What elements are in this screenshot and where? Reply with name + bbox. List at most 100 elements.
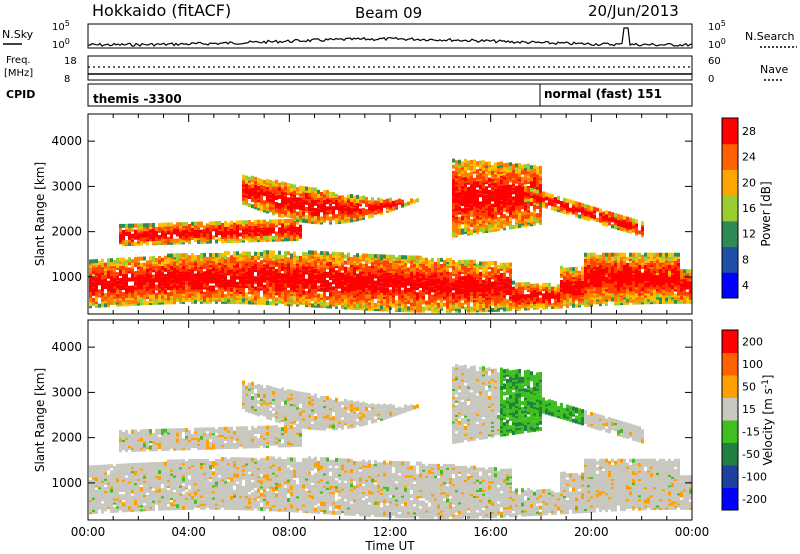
power-cell (350, 293, 353, 298)
power-cell (260, 260, 263, 265)
power-cell (443, 261, 446, 266)
power-cell (431, 298, 434, 303)
power-cell (566, 297, 569, 302)
power-cell (263, 219, 266, 224)
power-cell (308, 254, 311, 259)
power-cell (371, 264, 374, 269)
power-cell (167, 263, 170, 268)
power-cell (365, 257, 368, 262)
power-cell (299, 286, 302, 291)
power-cell (125, 267, 128, 272)
power-cell (572, 287, 575, 292)
power-cell (545, 295, 548, 300)
power-cell (356, 215, 359, 220)
power-cell (515, 185, 518, 190)
power-cell (206, 285, 209, 290)
power-cell (254, 280, 257, 285)
power-cell (419, 308, 422, 313)
power-cell (368, 270, 371, 275)
power-cell (227, 279, 230, 284)
power-cell (203, 227, 206, 232)
power-cell (146, 293, 149, 298)
power-cell (383, 303, 386, 308)
power-cell (137, 262, 140, 267)
power-cell (269, 204, 272, 209)
power-cell (209, 265, 212, 270)
power-cell (182, 291, 185, 296)
power-cell (467, 271, 470, 276)
power-cell (482, 172, 485, 177)
power-cell (293, 190, 296, 195)
power-cell (479, 189, 482, 194)
power-cell (536, 305, 539, 310)
power-cell (353, 299, 356, 304)
power-cell (245, 183, 248, 188)
power-cell (509, 266, 512, 271)
power-cell (143, 256, 146, 261)
power-cell (458, 204, 461, 209)
power-cell (491, 273, 494, 278)
power-cell (308, 207, 311, 212)
power-cell (560, 271, 563, 276)
power-cell (509, 172, 512, 177)
power-cell (521, 217, 524, 222)
power-cell (371, 203, 374, 208)
power-cell (428, 302, 431, 307)
power-cell (524, 302, 527, 307)
power-cell (230, 281, 233, 286)
power-cell (335, 296, 338, 301)
power-cell (251, 226, 254, 231)
power-cell (389, 291, 392, 296)
power-cell (530, 175, 533, 180)
power-cell (404, 273, 407, 278)
power-cell (326, 288, 329, 293)
power-cell (455, 186, 458, 191)
power-cell (251, 257, 254, 262)
power-cell (524, 166, 527, 171)
power-cell (455, 306, 458, 311)
power-cell (119, 294, 122, 299)
power-cell (506, 179, 509, 184)
power-cell (566, 267, 569, 272)
power-cell (413, 259, 416, 264)
power-cell (419, 278, 422, 283)
power-cell (173, 238, 176, 243)
power-cell (455, 223, 458, 228)
power-cell (476, 283, 479, 288)
power-cell (389, 297, 392, 302)
power-cell (497, 190, 500, 195)
power-cell (455, 278, 458, 283)
power-cell (323, 255, 326, 260)
power-cell (572, 303, 575, 308)
power-cell (488, 220, 491, 225)
power-cell (281, 203, 284, 208)
power-cell (425, 288, 428, 293)
power-cell (455, 231, 458, 236)
power-cell (227, 239, 230, 244)
power-cell (488, 285, 491, 290)
power-cell (341, 293, 344, 298)
power-cell (524, 188, 527, 193)
power-cell (452, 174, 455, 179)
power-cell (209, 277, 212, 282)
power-cell (470, 182, 473, 187)
power-cell (257, 278, 260, 283)
power-cell (533, 201, 536, 206)
power-cell (434, 282, 437, 287)
power-cell (488, 214, 491, 219)
power-cell (449, 288, 452, 293)
power-cell (509, 174, 512, 179)
power-cell (164, 276, 167, 281)
power-cell (95, 279, 98, 284)
power-cell (491, 293, 494, 298)
power-cell (101, 289, 104, 294)
power-cell (212, 291, 215, 296)
power-cell (314, 260, 317, 265)
power-cell (386, 287, 389, 292)
power-cell (494, 289, 497, 294)
power-cell (404, 277, 407, 282)
power-cell (503, 266, 506, 271)
power-cell (272, 283, 275, 288)
power-cell (185, 267, 188, 272)
